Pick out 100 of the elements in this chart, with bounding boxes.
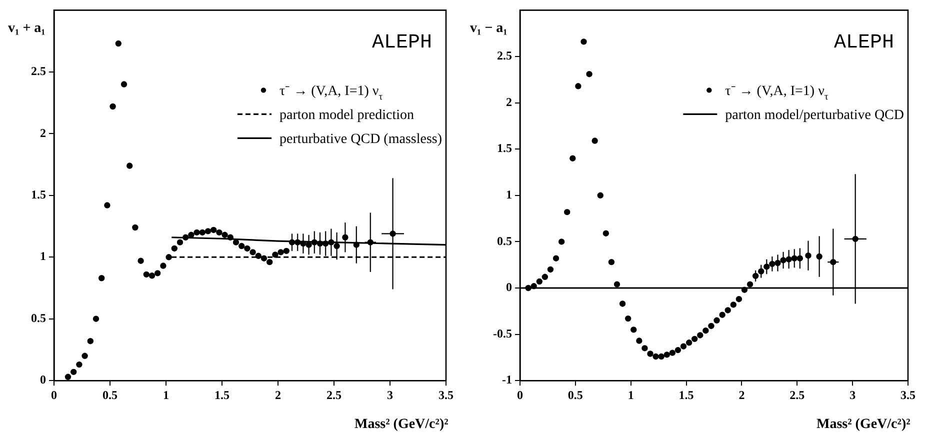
point — [227, 234, 234, 240]
point — [250, 249, 256, 256]
y-tick-label: 0.5 — [31, 310, 46, 325]
point — [98, 275, 105, 282]
point — [719, 312, 726, 318]
x-tick-label: 3 — [387, 388, 393, 402]
point — [272, 252, 278, 258]
point — [630, 326, 637, 333]
point — [182, 234, 189, 240]
y-tick-label: 2.5 — [31, 64, 46, 78]
x-tick-label: 0 — [51, 388, 57, 402]
x-axis-title: Mass² (GeV/c²)² — [354, 417, 448, 432]
legend-label: parton model prediction — [279, 108, 414, 124]
point — [204, 228, 212, 234]
point — [597, 192, 604, 198]
point — [614, 281, 620, 288]
point — [171, 245, 178, 252]
legend-label: parton model/perturbative QCD — [725, 108, 904, 124]
annotation: ALEPH — [834, 31, 894, 54]
point — [542, 274, 548, 280]
y-tick-label: 1.5 — [31, 187, 46, 202]
point — [708, 322, 714, 330]
point — [642, 345, 648, 352]
point — [126, 162, 133, 169]
point — [210, 226, 217, 234]
point — [132, 224, 138, 231]
point — [87, 338, 94, 344]
point — [619, 300, 626, 307]
point — [547, 266, 554, 273]
point — [552, 255, 560, 262]
point — [669, 350, 676, 356]
x-tick-label: 3.5 — [900, 388, 916, 402]
point — [283, 248, 290, 254]
point — [741, 286, 748, 293]
point — [176, 239, 184, 246]
point — [92, 316, 100, 322]
y-axis-title: v₁ − a₁ — [470, 21, 508, 36]
legend-label: perturbative QCD (massless) — [279, 132, 442, 148]
point — [664, 352, 670, 358]
point — [697, 332, 704, 338]
point — [76, 361, 82, 368]
x-tick-label: 1.5 — [678, 388, 694, 402]
y-tick-label: 0.5 — [496, 234, 512, 248]
point — [702, 327, 709, 334]
point — [658, 353, 664, 360]
point — [120, 81, 128, 88]
annotation: ALEPH — [372, 31, 432, 54]
point — [64, 374, 72, 380]
point — [558, 238, 565, 245]
point — [580, 38, 587, 45]
x-tick-label: 3 — [850, 388, 856, 402]
y-tick-label: 0 — [40, 372, 46, 387]
point — [194, 229, 200, 236]
point — [154, 270, 161, 276]
x-tick-label: 1.5 — [214, 388, 230, 402]
y-tick-label: 1.5 — [496, 141, 512, 156]
point — [255, 252, 262, 259]
point — [82, 352, 88, 360]
point — [692, 336, 698, 342]
point — [216, 229, 222, 236]
point — [278, 249, 284, 256]
point — [530, 283, 537, 290]
y-tick-label: 1 — [40, 249, 46, 264]
point — [260, 255, 268, 262]
x-tick-label: 1 — [163, 388, 169, 402]
point — [714, 317, 720, 324]
y-tick-label: 1 — [506, 187, 512, 202]
point — [674, 346, 682, 354]
point — [592, 138, 598, 144]
point — [647, 350, 654, 357]
point — [244, 245, 250, 252]
y-tick-label: 2 — [40, 126, 46, 140]
point — [160, 262, 166, 269]
y-tick-label: -0.5 — [492, 326, 512, 340]
point — [110, 103, 116, 110]
point — [680, 343, 687, 350]
point — [624, 315, 632, 322]
point — [199, 229, 206, 236]
point — [652, 353, 659, 360]
x-tick-label: 2 — [275, 388, 281, 402]
point — [143, 271, 150, 278]
x-tick-label: 2.5 — [790, 388, 805, 402]
x-tick-label: 0.5 — [568, 388, 583, 402]
point — [570, 155, 576, 162]
point — [724, 307, 731, 314]
x-tick-label: 1 — [628, 388, 634, 402]
point — [536, 278, 542, 285]
x-axis-title: Mass² (GeV/c²)² — [816, 417, 910, 432]
point — [636, 338, 642, 344]
point — [586, 70, 592, 78]
x-tick-label: 2 — [738, 388, 745, 402]
x-tick-label: 2.5 — [326, 388, 342, 402]
point — [70, 368, 77, 376]
y-axis-title: v₁ + a₁ — [8, 21, 46, 36]
y-tick-label: -1 — [502, 372, 512, 387]
point — [266, 258, 273, 266]
point — [736, 296, 742, 302]
point — [232, 239, 240, 246]
y-tick-label: 2.5 — [496, 48, 512, 63]
point — [686, 340, 692, 346]
